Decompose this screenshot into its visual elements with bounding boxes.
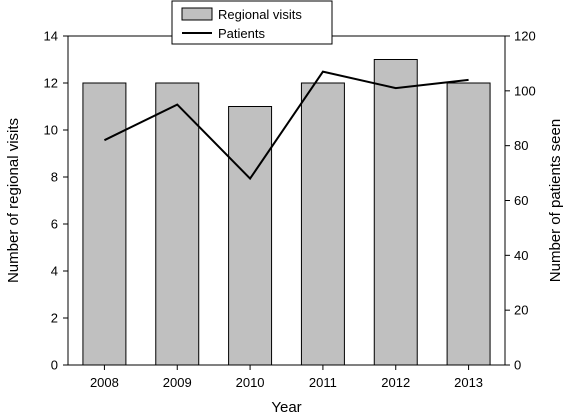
x-tick-label: 2010 xyxy=(236,375,265,390)
x-tick-label: 2008 xyxy=(90,375,119,390)
bar-series-regional-visits xyxy=(82,59,491,366)
line-series-patients xyxy=(103,70,469,181)
legend: Regional visits Patients xyxy=(171,0,333,45)
legend-label-regional-visits: Regional visits xyxy=(218,7,302,22)
bar-2011 xyxy=(300,82,345,366)
right-tick-label: 100 xyxy=(514,83,536,98)
x-tick-label: 2013 xyxy=(454,375,483,390)
left-tick-label: 12 xyxy=(44,76,58,91)
left-tick-label: 14 xyxy=(44,29,58,44)
bar-2013 xyxy=(446,82,491,366)
x-tick-label: 2011 xyxy=(309,375,337,390)
x-axis-title: Year xyxy=(271,399,301,416)
right-tick-label: 40 xyxy=(514,248,528,263)
bar-2009 xyxy=(155,82,200,366)
x-tick-label: 2009 xyxy=(163,375,192,390)
bar-2008 xyxy=(82,82,127,366)
left-tick-label: 2 xyxy=(51,311,58,326)
left-tick-label: 4 xyxy=(51,264,58,279)
left-tick-label: 10 xyxy=(44,123,58,138)
x-tick-label: 2012 xyxy=(381,375,410,390)
left-tick-label: 0 xyxy=(51,358,58,373)
bar-2010 xyxy=(228,106,273,366)
left-y-axis-title: Number of regional visits xyxy=(5,118,22,283)
right-tick-label: 60 xyxy=(514,193,528,208)
patients-line xyxy=(103,70,469,181)
right-tick-label: 0 xyxy=(514,358,521,373)
bar-2012 xyxy=(373,59,418,366)
tick-labels: 0 2 4 6 8 10 12 14 0 20 40 60 80 100 120 2008 2009 2010 20… xyxy=(44,29,536,391)
left-tick-label: 6 xyxy=(51,217,58,232)
legend-label-patients: Patients xyxy=(218,26,265,41)
right-tick-label: 120 xyxy=(514,29,536,44)
right-y-axis-title: Number of patients seen xyxy=(547,119,564,282)
right-tick-label: 20 xyxy=(514,303,528,318)
right-tick-label: 80 xyxy=(514,138,528,153)
axes xyxy=(63,35,510,370)
left-tick-label: 8 xyxy=(51,170,58,185)
legend-swatch-regional-visits xyxy=(181,7,213,21)
